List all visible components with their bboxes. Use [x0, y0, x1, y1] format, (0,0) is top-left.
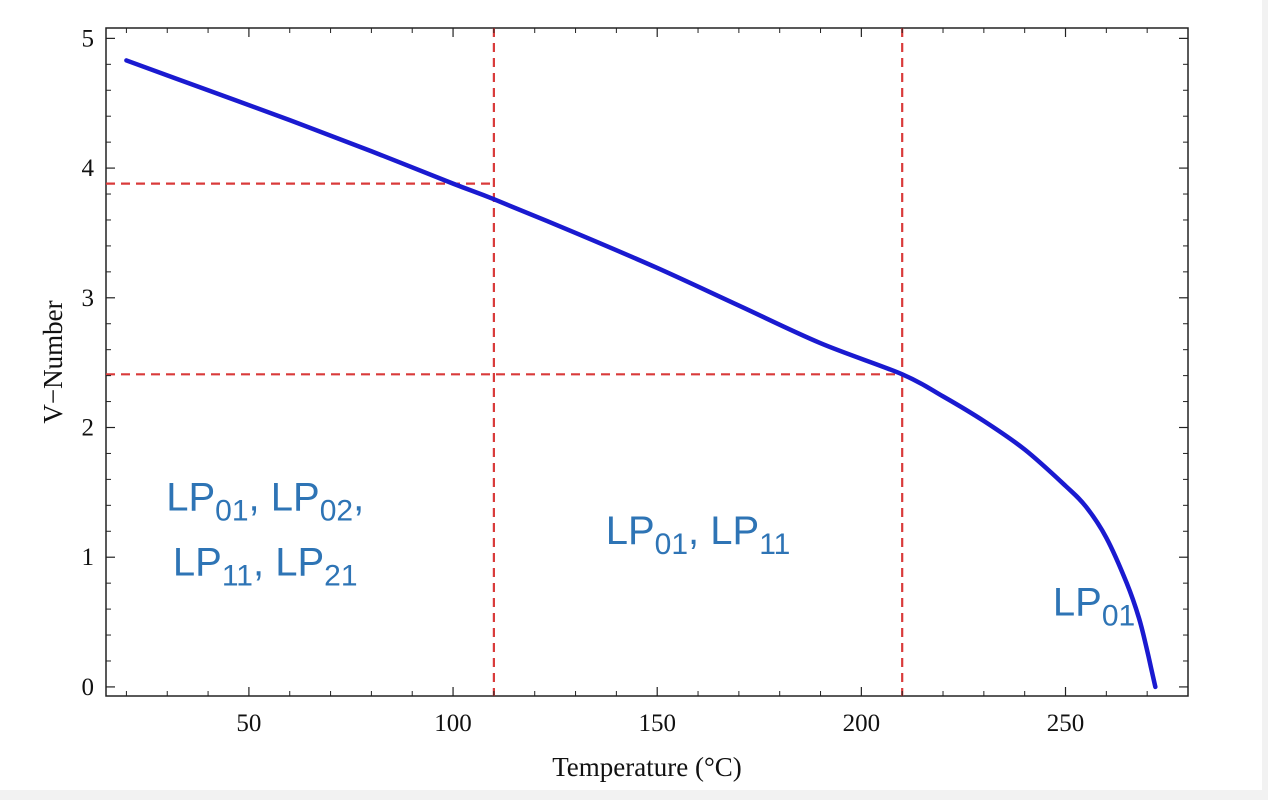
region-label-2-line-0: LP01​ — [1053, 581, 1135, 633]
y-tick-label-4: 4 — [82, 155, 95, 182]
series-group — [124, 58, 1158, 690]
x-tick-label-3: 200 — [843, 710, 881, 737]
region-label-1-line-0: LP01​, LP11​ — [606, 509, 791, 561]
x-tick-label-2: 150 — [638, 710, 676, 737]
y-tick-label-0: 0 — [82, 674, 95, 701]
reference-lines — [106, 28, 904, 696]
y-tick-label-2: 2 — [82, 415, 95, 442]
y-axis-title: V−Number — [38, 300, 68, 423]
region-label-0-line-1: LP11​, LP21​ — [173, 540, 358, 592]
axis-ticks: 50 100 150 200 250 0 1 2 3 4 5 — [82, 25, 1188, 737]
series-line-0 — [124, 58, 1158, 690]
x-axis-title: Temperature (°C) — [552, 752, 742, 782]
x-tick-label-4: 250 — [1047, 710, 1085, 737]
region-label-0-line-0: LP01​, LP02​, — [166, 476, 364, 528]
plot-frame — [105, 27, 1189, 697]
region-labels: LP01​, LP02​, LP11​, LP21​ LP01​, LP11​ LP0… — [166, 476, 1135, 633]
y-tick-label-5: 5 — [82, 25, 95, 52]
x-tick-label-0: 50 — [236, 710, 261, 737]
y-tick-label-3: 3 — [82, 285, 95, 312]
x-tick-label-1: 100 — [434, 710, 472, 737]
y-tick-label-1: 1 — [82, 544, 95, 571]
